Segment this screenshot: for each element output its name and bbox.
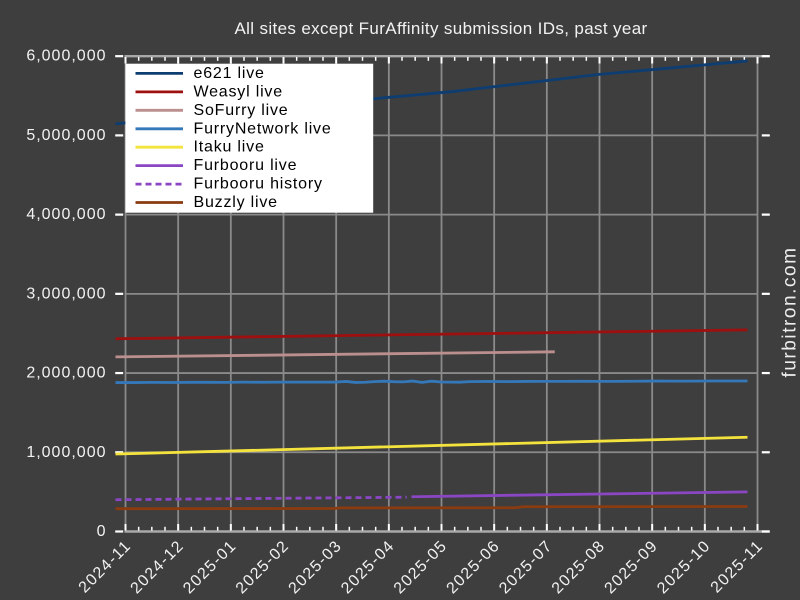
svg-text:5,000,000: 5,000,000	[26, 127, 106, 144]
svg-text:Furbooru live: Furbooru live	[194, 157, 298, 174]
svg-text:furbitron.com: furbitron.com	[780, 246, 800, 377]
svg-text:All sites except FurAffinity s: All sites except FurAffinity submission …	[234, 19, 647, 38]
svg-text:4,000,000: 4,000,000	[26, 206, 106, 223]
svg-text:3,000,000: 3,000,000	[26, 285, 106, 302]
svg-text:Buzzly live: Buzzly live	[194, 194, 278, 211]
svg-text:FurryNetwork live: FurryNetwork live	[194, 120, 332, 137]
svg-text:0: 0	[97, 523, 107, 540]
svg-text:Furbooru history: Furbooru history	[194, 176, 323, 193]
svg-text:6,000,000: 6,000,000	[26, 48, 106, 65]
svg-text:1,000,000: 1,000,000	[26, 444, 106, 461]
svg-text:SoFurry live: SoFurry live	[194, 102, 289, 119]
svg-text:2,000,000: 2,000,000	[26, 365, 106, 382]
svg-text:Weasyl live: Weasyl live	[194, 83, 283, 100]
svg-text:e621 live: e621 live	[194, 65, 265, 82]
svg-text:Itaku live: Itaku live	[194, 139, 265, 156]
